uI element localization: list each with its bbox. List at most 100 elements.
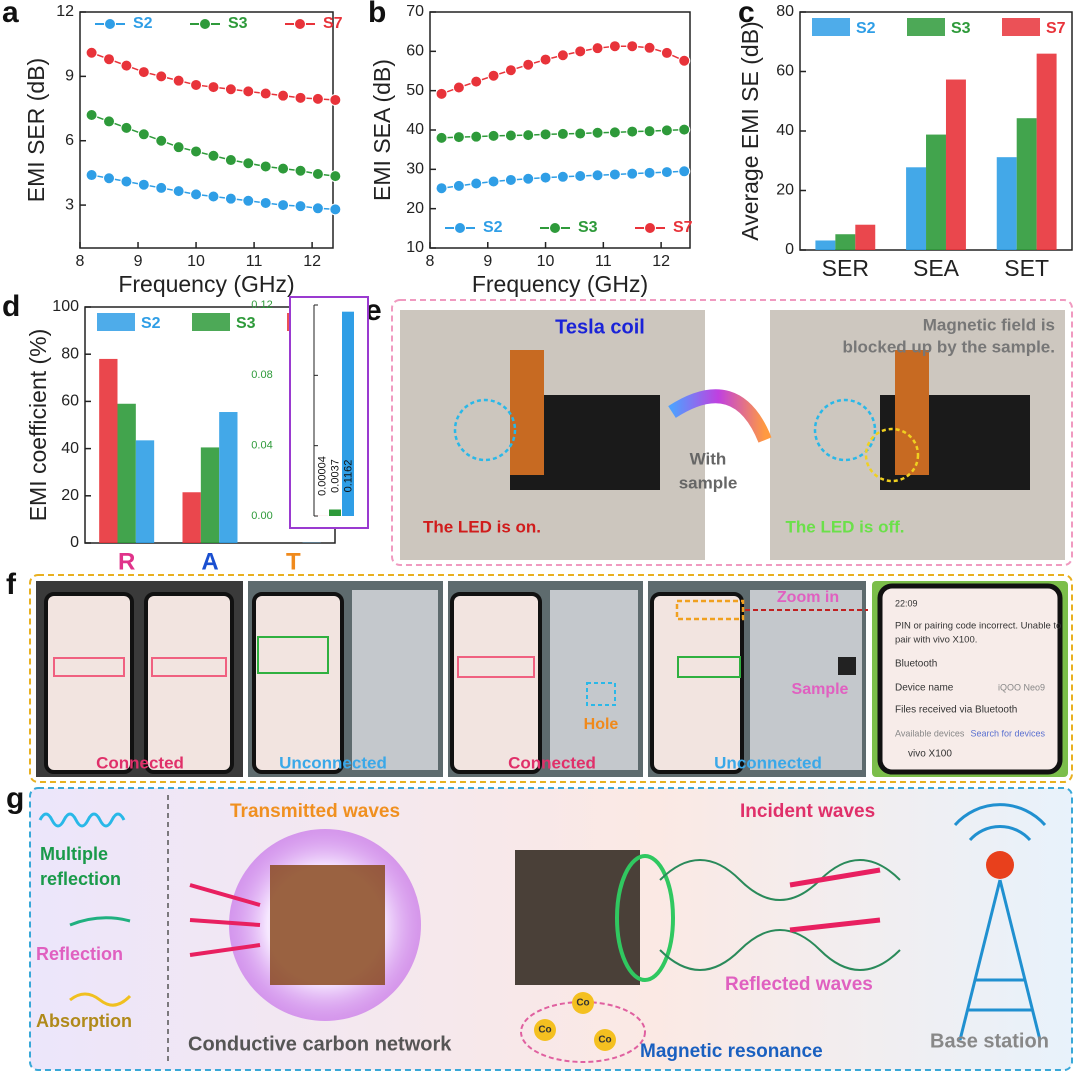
data-point [504,173,517,186]
bar [945,79,966,250]
y-tick-label: 6 [65,132,74,149]
panel-label: d [2,290,20,323]
screen-text: Search for devices [970,728,1045,738]
legend-marker [104,18,116,30]
legend-swatch [192,313,230,331]
x-tick-label: 10 [537,253,555,270]
phone [650,592,744,774]
data-point [539,171,552,184]
data-point [626,40,639,53]
bar [135,440,155,543]
data-point [487,69,500,82]
data-point [224,192,237,205]
y-tick-label: 20 [406,200,424,217]
data-point [487,175,500,188]
data-point [660,124,673,137]
legend-marker [549,222,561,234]
data-point [608,168,621,181]
label: Reflected waves [725,974,873,995]
data-point [155,181,168,194]
data-point [259,160,272,173]
data-point [120,59,133,72]
field [615,854,675,982]
data-point [556,170,569,183]
x-tick-label: SET [1004,255,1049,281]
x-tick-label: SER [822,255,869,281]
legend-text: reflection [40,869,121,889]
data-point [660,166,673,179]
data-point [608,40,621,53]
data-point [678,123,691,136]
label: With [690,449,727,468]
panel-label: g [6,782,24,815]
legend-text: S2 [141,315,161,332]
coil [895,350,929,475]
data-point [522,172,535,185]
x-tick-label: 9 [134,253,143,270]
data-point [103,53,116,66]
data-point [277,199,290,212]
y-tick-label: 0 [70,534,79,551]
x-tick-label: 8 [76,253,85,270]
panel-border [29,574,1073,783]
data-point [311,92,324,105]
data-point [329,93,342,106]
label: Tesla coil [555,316,645,338]
x-tick-label: 9 [483,253,492,270]
data-point [470,177,483,190]
data-point [155,70,168,83]
data-point [591,42,604,55]
legend-text: Reflection [36,944,123,964]
screen-text: Device name [895,683,954,694]
data-point [504,129,517,142]
data-point [626,167,639,180]
screen-text: vivo X100 [908,749,952,760]
legend-marker [294,18,306,30]
data-point [329,203,342,216]
y-tick-label: 20 [776,182,794,199]
data-point [190,78,203,91]
waves [659,859,901,971]
label: Magnetic resonance [640,1041,823,1062]
y-tick-label: 10 [406,239,424,256]
data-point [294,164,307,177]
data-point [207,149,220,162]
data-point [137,178,150,191]
bar [1016,118,1037,251]
phone [44,592,134,774]
x-tick-label: 11 [246,253,263,270]
data-point [591,126,604,139]
inset-tick-label: 0.04 [251,440,272,452]
x-tick-label: T [286,548,301,575]
highlight [151,657,227,677]
legend-icon [38,812,126,828]
data-point [574,127,587,140]
sample-circle [864,427,920,483]
data-point [626,125,639,138]
y-axis-label: EMI SER (dB) [23,58,49,202]
label: Base station [930,1030,1049,1052]
label: Hole [584,716,619,733]
inset-bar [329,509,341,516]
legend-text: S3 [951,20,971,37]
highlight [677,656,741,678]
data-point [556,49,569,62]
panel-label: b [368,0,386,29]
data-point [294,200,307,213]
data-point [470,130,483,143]
legend-icon [69,992,132,1007]
y-tick-label: 30 [406,161,424,178]
screen-text: 22:09 [895,598,918,608]
data-point [190,145,203,158]
data-point [137,128,150,141]
data-point [643,125,656,138]
highlight [257,636,329,674]
x-tick-label: 8 [426,253,435,270]
legend-text: S2 [856,20,876,37]
co-atom [594,1029,616,1051]
data-point [224,154,237,167]
x-tick-label: 12 [652,253,670,270]
y-tick-label: 80 [776,3,794,20]
bar [906,167,927,250]
co-atom [572,992,594,1014]
